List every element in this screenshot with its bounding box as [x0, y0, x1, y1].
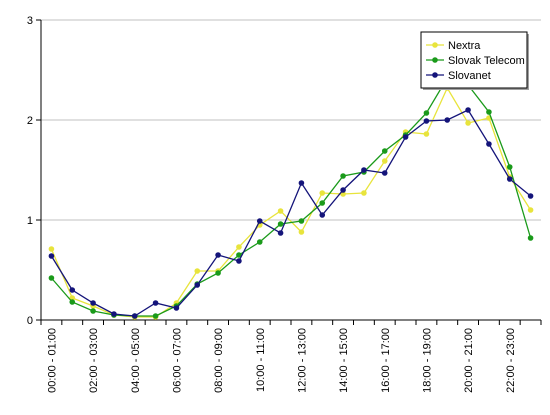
data-point	[48, 246, 55, 252]
x-tick-label: 16:00 - 17:00	[380, 328, 392, 393]
data-point	[236, 258, 242, 264]
data-point	[194, 282, 201, 288]
legend-swatch-marker	[432, 72, 438, 78]
data-point	[236, 252, 242, 258]
data-point	[215, 270, 221, 276]
data-point	[340, 173, 346, 179]
data-point	[277, 208, 284, 214]
data-point	[277, 221, 284, 227]
x-tick-label: 04:00 - 05:00	[130, 328, 142, 393]
data-point	[381, 158, 388, 164]
x-tick-label: 18:00 - 19:00	[421, 328, 433, 393]
x-tick-label: 06:00 - 07:00	[171, 328, 183, 393]
gridlines	[41, 19, 541, 221]
legend-label: Slovanet	[448, 70, 491, 82]
x-tick-label: 20:00 - 21:00	[463, 328, 475, 393]
legend-label: Slovak Telecom	[448, 55, 525, 67]
data-point	[465, 107, 471, 113]
series-line	[50, 86, 532, 318]
data-point	[152, 300, 159, 306]
data-point	[152, 313, 159, 319]
x-tick-label: 00:00 - 01:00	[46, 328, 58, 393]
legend-label: Nextra	[448, 40, 481, 52]
data-point	[423, 110, 430, 116]
data-point	[69, 287, 76, 293]
data-point	[486, 109, 492, 115]
data-point	[48, 275, 55, 281]
data-point	[444, 117, 451, 123]
data-point	[298, 180, 305, 186]
data-point	[506, 164, 513, 170]
data-point	[256, 218, 263, 224]
data-point	[423, 118, 430, 124]
series-slovanet	[48, 107, 534, 319]
legend-swatch-marker	[432, 57, 438, 63]
data-point	[69, 299, 76, 305]
x-tick-label: 14:00 - 15:00	[338, 328, 350, 393]
data-point	[215, 252, 221, 258]
y-tick-label: 1	[27, 215, 33, 227]
data-point	[527, 235, 534, 241]
data-point	[131, 313, 138, 319]
x-tick-label: 08:00 - 09:00	[213, 328, 225, 393]
data-point	[194, 268, 201, 274]
series-line	[50, 109, 531, 317]
data-point	[277, 230, 284, 236]
x-tick-label: 12:00 - 13:00	[296, 328, 308, 393]
axes: 0 1 2 3 00:00 - 01:00 02:00 - 03:00 04:00 - 05…	[27, 15, 542, 393]
legend: Nextra Slovak Telecom Slovanet	[420, 31, 529, 90]
data-point	[486, 141, 492, 147]
data-point	[340, 187, 346, 193]
data-point	[90, 308, 96, 314]
data-point	[298, 229, 305, 235]
data-point	[298, 218, 305, 224]
data-point	[527, 193, 534, 199]
y-tick-label: 0	[27, 315, 33, 327]
data-point	[381, 170, 388, 176]
data-point	[465, 120, 471, 126]
x-tick-label: 02:00 - 03:00	[88, 328, 100, 393]
data-point	[361, 190, 367, 196]
data-point	[506, 176, 513, 182]
data-point	[90, 300, 96, 306]
data-point	[527, 207, 534, 213]
data-point	[256, 239, 263, 245]
y-tick-label: 3	[27, 15, 33, 27]
series-line	[50, 77, 532, 317]
x-tick-label: 22:00 - 23:00	[505, 328, 517, 393]
data-point	[236, 244, 242, 250]
legend-swatch-marker	[432, 42, 438, 48]
data-point	[402, 134, 409, 140]
series	[48, 75, 534, 320]
data-point	[319, 212, 326, 218]
data-point	[173, 305, 180, 311]
data-point	[381, 148, 388, 154]
data-point	[319, 200, 326, 206]
y-tick-label: 2	[27, 115, 33, 127]
data-point	[423, 131, 430, 137]
data-point	[319, 190, 326, 196]
data-point	[111, 311, 117, 317]
data-point	[48, 253, 55, 259]
data-point	[361, 167, 367, 173]
x-tick-label: 10:00 - 11:00	[255, 328, 267, 392]
